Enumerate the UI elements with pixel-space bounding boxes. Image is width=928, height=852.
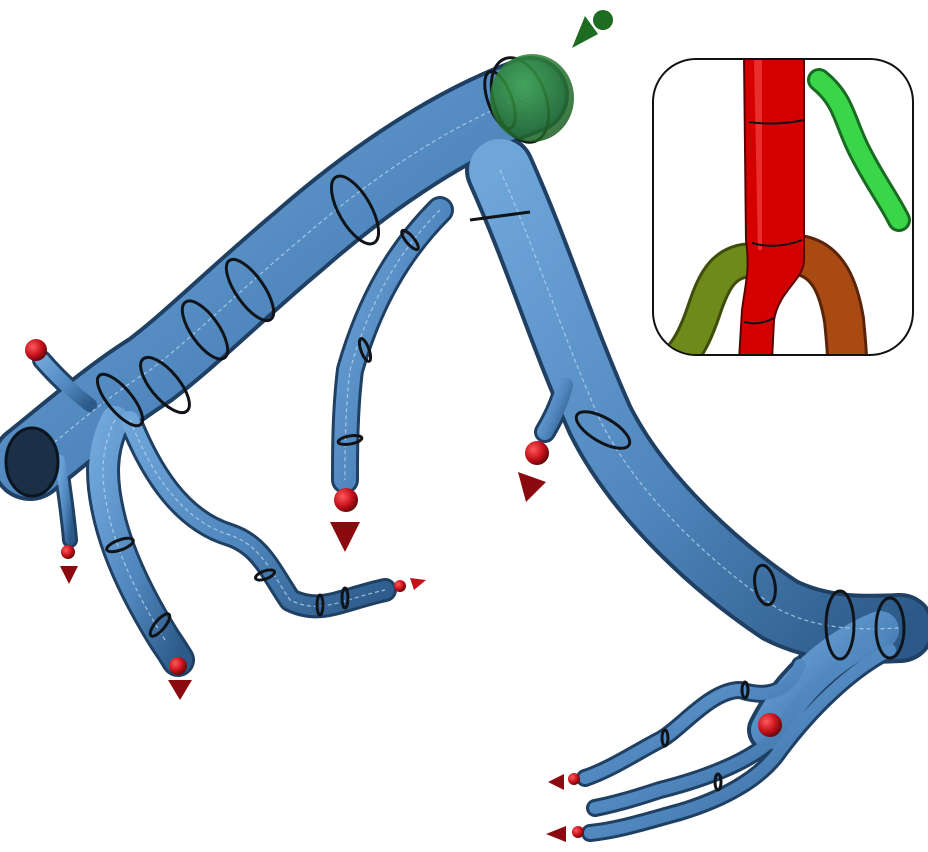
- inlet-cap: [490, 54, 574, 142]
- inset-rings: [743, 119, 805, 325]
- inset-highlight: [754, 60, 762, 250]
- inset-main-vessel: [738, 60, 805, 354]
- red-outlet-arrow-icon: [60, 545, 78, 584]
- short-side-branch: [537, 377, 573, 440]
- upper-left-stub: [35, 353, 97, 412]
- proximal-end-cap: [4, 426, 60, 498]
- inset-green-branch: [810, 71, 908, 229]
- centerline-layer: [29, 94, 901, 641]
- main-trunk-segment: [0, 60, 565, 497]
- red-outlet-arrow-icon: [518, 441, 549, 502]
- green-inlet-arrow-icon: [572, 10, 613, 48]
- red-outlet-arrow-icon: [25, 339, 47, 361]
- lower-left-stub: [55, 455, 75, 545]
- outlet-markers: [25, 339, 782, 842]
- inset-olive-branch: [666, 245, 755, 354]
- red-outlet-arrow-icon: [758, 713, 782, 737]
- distal-branch-b: [579, 659, 806, 784]
- red-outlet-arrow-icon: [394, 578, 426, 592]
- red-outlet-arrow-icon: [548, 773, 580, 790]
- distal-branch-a: [589, 634, 886, 814]
- red-outlet-arrow-icon: [330, 488, 360, 552]
- inset-closeup-render: [665, 60, 911, 354]
- inset-brown-branch: [794, 237, 865, 354]
- distal-branch-c: [584, 644, 896, 839]
- red-outlet-arrow-icon: [546, 826, 584, 842]
- red-outlet-arrow-icon: [168, 657, 192, 700]
- inset-closeup-panel: [652, 58, 914, 356]
- cross-section-rings: [95, 56, 906, 792]
